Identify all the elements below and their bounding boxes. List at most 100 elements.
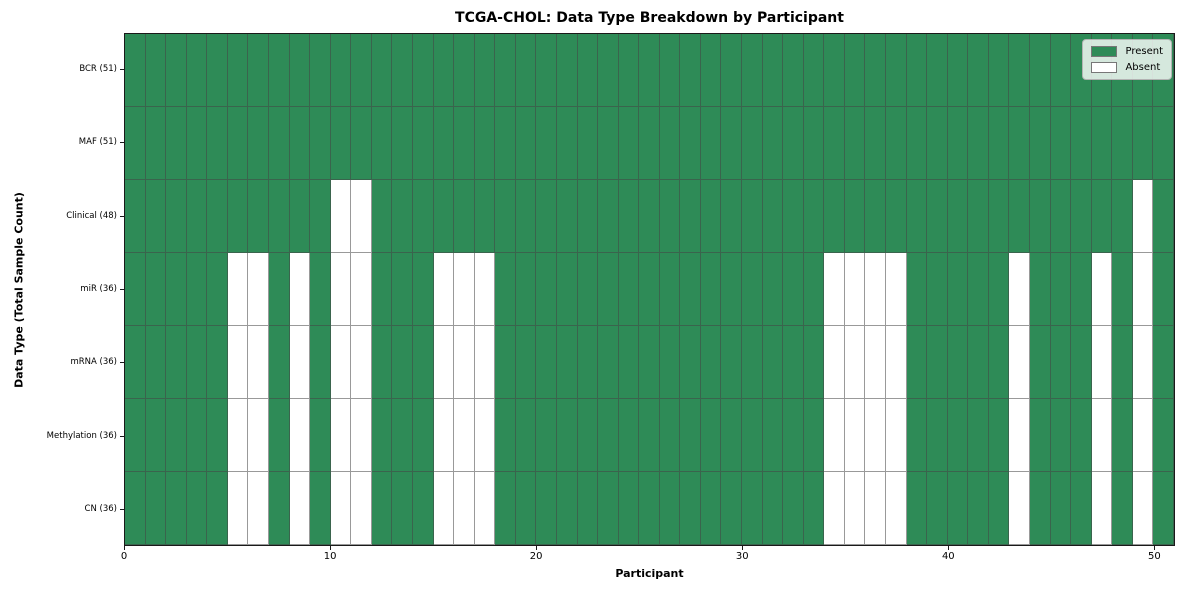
heatmap-cell — [1050, 34, 1072, 107]
heatmap-cell — [824, 34, 845, 107]
heatmap-cell — [700, 107, 722, 180]
heatmap-cell — [125, 253, 146, 326]
heatmap-cell — [1112, 326, 1133, 399]
heatmap-cell — [1091, 326, 1113, 399]
heatmap-cell — [536, 34, 557, 107]
heatmap-cell — [330, 34, 352, 107]
heatmap-cell — [1050, 107, 1072, 180]
heatmap-cell — [639, 107, 660, 180]
heatmap-cell — [454, 34, 475, 107]
heatmap-cell — [392, 253, 413, 326]
heatmap-cell — [207, 472, 228, 545]
heatmap-cell — [886, 34, 907, 107]
heatmap-cell — [886, 180, 907, 253]
heatmap-cell — [454, 253, 475, 326]
heatmap-cell — [659, 326, 681, 399]
heatmap-cell — [947, 107, 969, 180]
heatmap-cell — [515, 253, 537, 326]
heatmap-cell — [680, 472, 701, 545]
heatmap-cell — [310, 326, 331, 399]
heatmap-cell — [330, 399, 352, 472]
heatmap-cell — [268, 399, 290, 472]
chart-title: TCGA-CHOL: Data Type Breakdown by Partic… — [455, 10, 844, 26]
heatmap-cell — [371, 107, 393, 180]
heatmap-cell — [1091, 399, 1113, 472]
y-tick-mark — [120, 215, 124, 217]
heatmap-cell — [762, 34, 784, 107]
heatmap-cell — [1009, 180, 1031, 253]
heatmap-cell — [412, 34, 434, 107]
heatmap-cell — [824, 472, 845, 545]
heatmap-cell — [1071, 253, 1092, 326]
heatmap-cell — [289, 34, 311, 107]
heatmap-cell — [1132, 253, 1154, 326]
heatmap-cell — [268, 253, 290, 326]
heatmap-cell — [166, 34, 187, 107]
heatmap-cell — [1132, 107, 1154, 180]
heatmap-cell — [947, 34, 969, 107]
heatmap-cell — [248, 180, 269, 253]
heatmap-cell — [454, 472, 475, 545]
heatmap-cell — [1030, 107, 1051, 180]
heatmap-cell — [886, 399, 907, 472]
heatmap-cell — [865, 180, 887, 253]
heatmap-cell — [289, 107, 311, 180]
y-tick-label: Clinical (48) — [66, 210, 117, 221]
heatmap-cell — [618, 34, 640, 107]
heatmap-cell — [844, 34, 866, 107]
y-tick-label: CN (36) — [84, 503, 117, 514]
heatmap-cell — [1050, 180, 1072, 253]
heatmap-cell — [371, 180, 393, 253]
heatmap-cell — [268, 180, 290, 253]
heatmap-cell — [968, 34, 989, 107]
legend-swatch-present — [1091, 46, 1118, 57]
heatmap-cell — [310, 180, 331, 253]
heatmap-cell — [947, 253, 969, 326]
heatmap-cell — [330, 253, 352, 326]
heatmap-cell — [166, 180, 187, 253]
heatmap-cell — [1050, 472, 1072, 545]
heatmap-cell — [783, 34, 804, 107]
heatmap-cell — [495, 107, 516, 180]
heatmap-cell — [371, 34, 393, 107]
heatmap-cell — [968, 107, 989, 180]
heatmap-cell — [598, 472, 619, 545]
heatmap-cell — [1071, 399, 1092, 472]
heatmap-grid — [125, 34, 1174, 545]
heatmap-cell — [700, 472, 722, 545]
heatmap-cell — [433, 107, 455, 180]
heatmap-cell — [515, 326, 537, 399]
heatmap-cell — [125, 326, 146, 399]
heatmap-cell — [783, 326, 804, 399]
heatmap-cell — [762, 326, 784, 399]
heatmap-cell — [680, 34, 701, 107]
y-tick-mark — [120, 508, 124, 510]
legend-entry-present: Present — [1091, 46, 1163, 57]
heatmap-cell — [783, 399, 804, 472]
heatmap-cell — [474, 472, 496, 545]
heatmap-cell — [968, 326, 989, 399]
heatmap-cell — [474, 34, 496, 107]
heatmap-cell — [392, 472, 413, 545]
heatmap-cell — [700, 180, 722, 253]
heatmap-cell — [556, 253, 578, 326]
heatmap-cell — [371, 472, 393, 545]
heatmap-cell — [947, 326, 969, 399]
heatmap-cell — [207, 253, 228, 326]
heatmap-cell — [495, 399, 516, 472]
heatmap-cell — [1030, 180, 1051, 253]
heatmap-cell — [639, 180, 660, 253]
heatmap-cell — [988, 107, 1010, 180]
heatmap-cell — [598, 34, 619, 107]
heatmap-cell — [515, 180, 537, 253]
heatmap-cell — [186, 34, 208, 107]
heatmap-cell — [515, 107, 537, 180]
y-tick-mark — [120, 69, 124, 71]
heatmap-cell — [762, 253, 784, 326]
plot-area: Present Absent — [124, 33, 1175, 546]
heatmap-cell — [844, 253, 866, 326]
x-tick-mark — [1154, 546, 1156, 550]
heatmap-cell — [125, 107, 146, 180]
legend-swatch-absent — [1091, 62, 1118, 73]
heatmap-cell — [618, 472, 640, 545]
